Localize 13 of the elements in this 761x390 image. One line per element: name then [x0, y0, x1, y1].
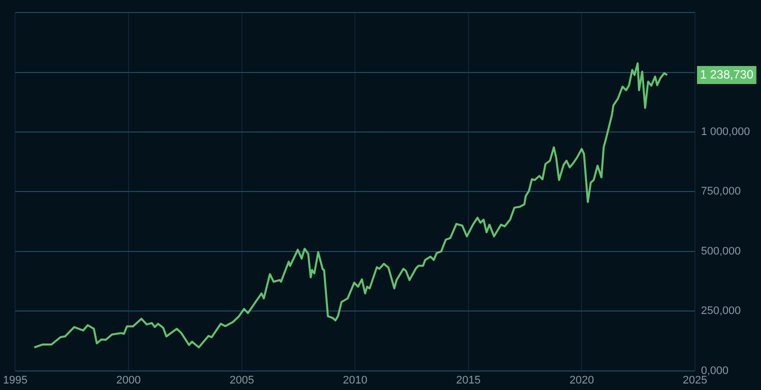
x-tick-label: 2020: [569, 374, 594, 386]
y-tick-label: 750,000: [701, 186, 741, 198]
annotation: 1 238,730: [700, 67, 754, 82]
y-tick-label: 1 000,000: [701, 126, 750, 138]
x-tick-label: 2005: [230, 374, 254, 386]
y-tick-label: 0,000: [701, 364, 729, 377]
y-tick-label: 250,000: [701, 305, 741, 318]
x-tick-label: 2010: [342, 374, 368, 386]
x-tick-label: 2015: [456, 374, 481, 386]
x-tick-label: 2025: [682, 374, 708, 386]
y-tick-label: 500,000: [701, 245, 741, 258]
x-tick-label: 1995: [2, 374, 28, 386]
x-tick-label: 2000: [116, 374, 141, 386]
